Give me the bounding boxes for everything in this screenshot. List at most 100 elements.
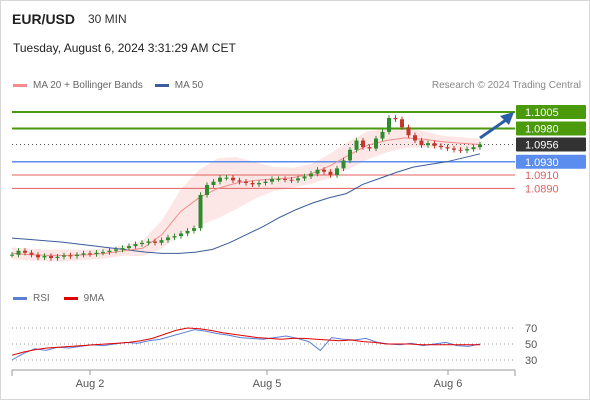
candle-body [289, 179, 294, 181]
candle-body [49, 256, 53, 259]
candle-body [153, 241, 157, 243]
bollinger-band [12, 127, 480, 262]
rsi-ma-swatch [63, 297, 78, 300]
credit-label: Research © 2024 Trading Central [431, 80, 581, 91]
x-axis-layer: Aug 2 Aug 5 Aug 6 [11, 369, 516, 390]
candle-body [224, 177, 229, 179]
rsi-line [11, 329, 481, 361]
candle-body [328, 171, 333, 176]
candle-body [140, 242, 144, 245]
candle-body [296, 178, 300, 181]
rsi-tick-50: 50 [525, 339, 537, 351]
candle-body [23, 250, 27, 253]
candle-body [458, 149, 463, 151]
rsi-swatch [13, 297, 27, 300]
datetime-label: Tuesday, August 6, 2024 3:31:29 AM CET [13, 41, 236, 55]
candle-body [393, 117, 398, 120]
candle-body [120, 248, 125, 250]
candle-body [68, 255, 73, 257]
ma20-label: MA 20 + Bollinger Bands [33, 80, 143, 91]
legend-ma20: MA 20 + Bollinger Bands [13, 80, 143, 91]
candle-body [179, 233, 183, 237]
candle-body [426, 143, 430, 146]
rsi-label: RSI [33, 293, 50, 304]
candle-body [322, 169, 326, 172]
candle-body [185, 230, 190, 234]
level-label-1.0890: 1.0890 [525, 183, 559, 195]
candle-body [133, 244, 138, 247]
symbol-title: EUR/USD [12, 11, 76, 27]
x-label-1: Aug 5 [253, 378, 282, 390]
candles-layer [10, 115, 482, 261]
candle-body [374, 138, 378, 149]
ma50-label: MA 50 [174, 80, 204, 91]
x-label-0: Aug 2 [76, 378, 105, 390]
candle-body [465, 149, 469, 151]
candle-body [62, 255, 66, 257]
candle-body [244, 181, 248, 184]
candle-body [42, 256, 47, 258]
x-label-2: Aug 6 [434, 378, 463, 390]
candle-body [192, 228, 196, 231]
candle-body [257, 183, 261, 185]
candle-body [29, 252, 34, 255]
legend-rsi: RSI [13, 293, 50, 304]
candle-body [380, 131, 385, 139]
candle-body [81, 253, 86, 255]
candle-body [198, 194, 203, 229]
candle-body [36, 254, 40, 258]
ma20-swatch [13, 84, 27, 87]
candle-body [341, 160, 346, 169]
candle-body [478, 144, 482, 148]
legend-rsi-ma: 9MA [63, 293, 104, 304]
bollinger-layer [12, 127, 480, 262]
candle-body [205, 185, 209, 195]
candle-body [263, 181, 268, 184]
candle-body [413, 135, 417, 141]
candle-body [107, 250, 112, 253]
candle-body [250, 183, 255, 185]
level-box-1.1005 [516, 104, 586, 119]
candle-body [237, 180, 242, 182]
level-label-1.0910: 1.0910 [525, 170, 559, 182]
candle-body [231, 177, 235, 181]
forecast-arrow-head [500, 111, 514, 125]
candle-body [166, 237, 170, 241]
candle-body [432, 143, 437, 146]
candle-body [276, 179, 281, 181]
candle-body [270, 179, 274, 182]
candle-body [387, 117, 391, 132]
candle-body [406, 127, 411, 136]
candle-body [452, 148, 456, 150]
candle-body [159, 240, 164, 243]
candle-body [471, 147, 476, 150]
candle-body [75, 254, 79, 257]
candle-body [101, 252, 105, 254]
candle-body [283, 179, 287, 181]
candle-body [315, 169, 320, 174]
ma50-swatch [154, 84, 169, 87]
candle-body [361, 140, 365, 148]
level-label-1.0956: 1.0956 [525, 139, 559, 151]
candle-body [445, 147, 450, 149]
candle-body [146, 241, 151, 243]
candle-body [88, 253, 92, 255]
level-box-1.0956 [516, 137, 586, 152]
candle-body [367, 147, 372, 149]
level-label-1.1005: 1.1005 [525, 107, 559, 119]
candle-body [218, 177, 222, 182]
level-label-1.0930: 1.0930 [525, 157, 559, 169]
forecast-arrow [479, 118, 507, 140]
rsi-legend: RSI 9MA [13, 293, 118, 304]
interval-label: 30 MIN [88, 12, 127, 26]
candle-body [335, 168, 339, 176]
rsi-tick-70: 70 [525, 323, 537, 335]
legend-ma50: MA 50 [154, 80, 204, 91]
candle-body [400, 119, 404, 128]
rsi-tick-30: 30 [525, 355, 537, 367]
price-legend: MA 20 + Bollinger Bands MA 50 [13, 80, 215, 91]
candle-body [114, 249, 118, 251]
level-label-1.0980: 1.0980 [525, 124, 559, 136]
candle-body [348, 149, 352, 161]
